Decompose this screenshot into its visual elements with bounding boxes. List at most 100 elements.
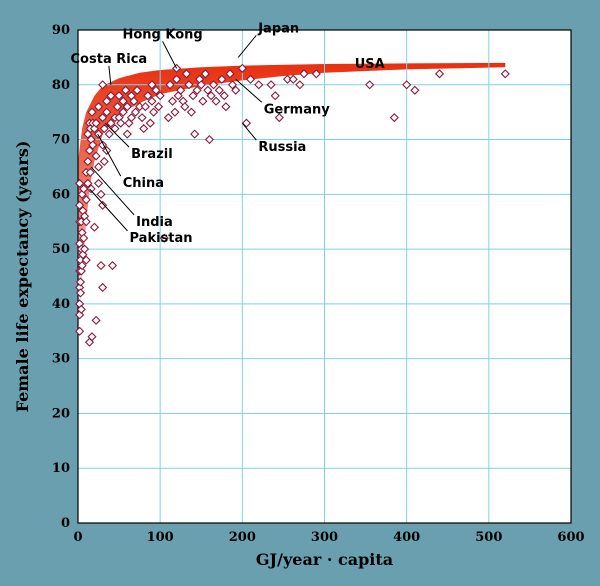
- data-point: [85, 167, 95, 178]
- data-point: [137, 113, 147, 123]
- data-point: [98, 80, 108, 90]
- data-point: [91, 151, 101, 161]
- data-point: [153, 102, 164, 112]
- data-point: [130, 107, 141, 117]
- data-point: [122, 129, 132, 139]
- annotation-label: USA: [355, 57, 385, 72]
- data-point: [245, 74, 256, 84]
- data-point: [83, 178, 93, 188]
- data-point: [98, 200, 108, 210]
- data-point: [206, 91, 216, 101]
- data-point: [96, 189, 106, 199]
- data-point: [192, 85, 202, 95]
- data-point: [122, 102, 132, 112]
- data-point: [75, 310, 85, 320]
- data-point: [87, 107, 97, 117]
- x-tick-label: 500: [475, 530, 502, 545]
- data-point: [77, 260, 87, 271]
- annotation-leader: [90, 166, 135, 216]
- data-point: [121, 85, 131, 95]
- data-point: [165, 80, 175, 90]
- annotation-leader: [162, 41, 178, 69]
- annotation-label: India: [136, 215, 173, 230]
- data-point: [155, 91, 165, 101]
- data-point: [266, 80, 276, 90]
- data-point: [89, 124, 100, 134]
- data-point: [104, 129, 114, 139]
- data-point: [129, 96, 139, 106]
- data-point: [147, 80, 157, 90]
- data-point: [200, 69, 210, 79]
- data-point: [299, 69, 309, 79]
- data-point: [365, 80, 375, 90]
- data-point: [237, 63, 247, 73]
- data-point: [159, 233, 169, 243]
- data-point: [75, 326, 85, 336]
- x-tick-label: 600: [557, 530, 584, 545]
- data-points: [75, 63, 510, 347]
- y-axis-title: Female life expectancy (years): [13, 141, 32, 413]
- data-point: [106, 118, 116, 128]
- data-point: [139, 124, 149, 134]
- data-point: [147, 96, 157, 106]
- annotation-leader: [104, 122, 130, 148]
- data-point: [81, 195, 91, 205]
- data-point: [76, 304, 86, 314]
- data-point: [188, 91, 198, 101]
- data-point: [217, 74, 227, 84]
- data-point: [116, 118, 126, 128]
- data-point: [75, 277, 86, 287]
- x-tick-label: 300: [311, 530, 338, 545]
- y-tick-label: 70: [52, 133, 70, 148]
- data-point: [140, 102, 150, 112]
- data-point: [214, 85, 224, 95]
- data-point: [75, 200, 85, 210]
- data-point: [225, 69, 235, 79]
- data-point: [81, 217, 91, 227]
- data-point: [79, 184, 89, 194]
- data-point: [107, 260, 118, 271]
- data-point: [254, 80, 264, 90]
- data-point: [219, 91, 229, 101]
- data-point: [186, 107, 196, 117]
- data-point: [87, 332, 97, 342]
- data-point: [180, 102, 190, 112]
- data-point: [86, 184, 96, 194]
- data-point: [81, 255, 91, 265]
- data-point: [149, 107, 159, 117]
- data-point: [198, 96, 208, 106]
- data-point: [98, 282, 108, 293]
- annotation-label: Pakistan: [130, 231, 193, 246]
- x-tick-label: 400: [393, 530, 420, 545]
- data-point: [170, 107, 180, 117]
- data-point: [500, 69, 510, 79]
- data-point: [163, 113, 173, 123]
- data-point: [99, 124, 109, 134]
- data-point: [96, 260, 106, 271]
- data-point: [274, 113, 284, 123]
- data-point: [196, 80, 206, 90]
- data-point: [106, 91, 116, 101]
- data-point: [112, 102, 123, 112]
- data-point: [434, 69, 445, 79]
- annotation-label: Hong Kong: [122, 27, 202, 42]
- plot-border: [77, 29, 572, 524]
- data-point: [98, 113, 108, 123]
- y-tick-label: 10: [52, 461, 70, 476]
- data-point: [102, 96, 112, 106]
- x-tick-label: 200: [229, 530, 256, 545]
- data-point: [288, 74, 298, 84]
- data-point: [118, 107, 128, 117]
- data-point: [410, 85, 420, 95]
- annotation-leader: [237, 35, 257, 58]
- data-point: [88, 140, 98, 150]
- data-point: [184, 80, 194, 90]
- y-tick-label: 0: [61, 516, 70, 531]
- annotation-leaders: [89, 35, 263, 232]
- data-point: [114, 91, 124, 101]
- trend-band: [78, 62, 506, 354]
- data-point: [79, 233, 89, 243]
- data-point: [231, 85, 241, 95]
- data-point: [76, 266, 86, 276]
